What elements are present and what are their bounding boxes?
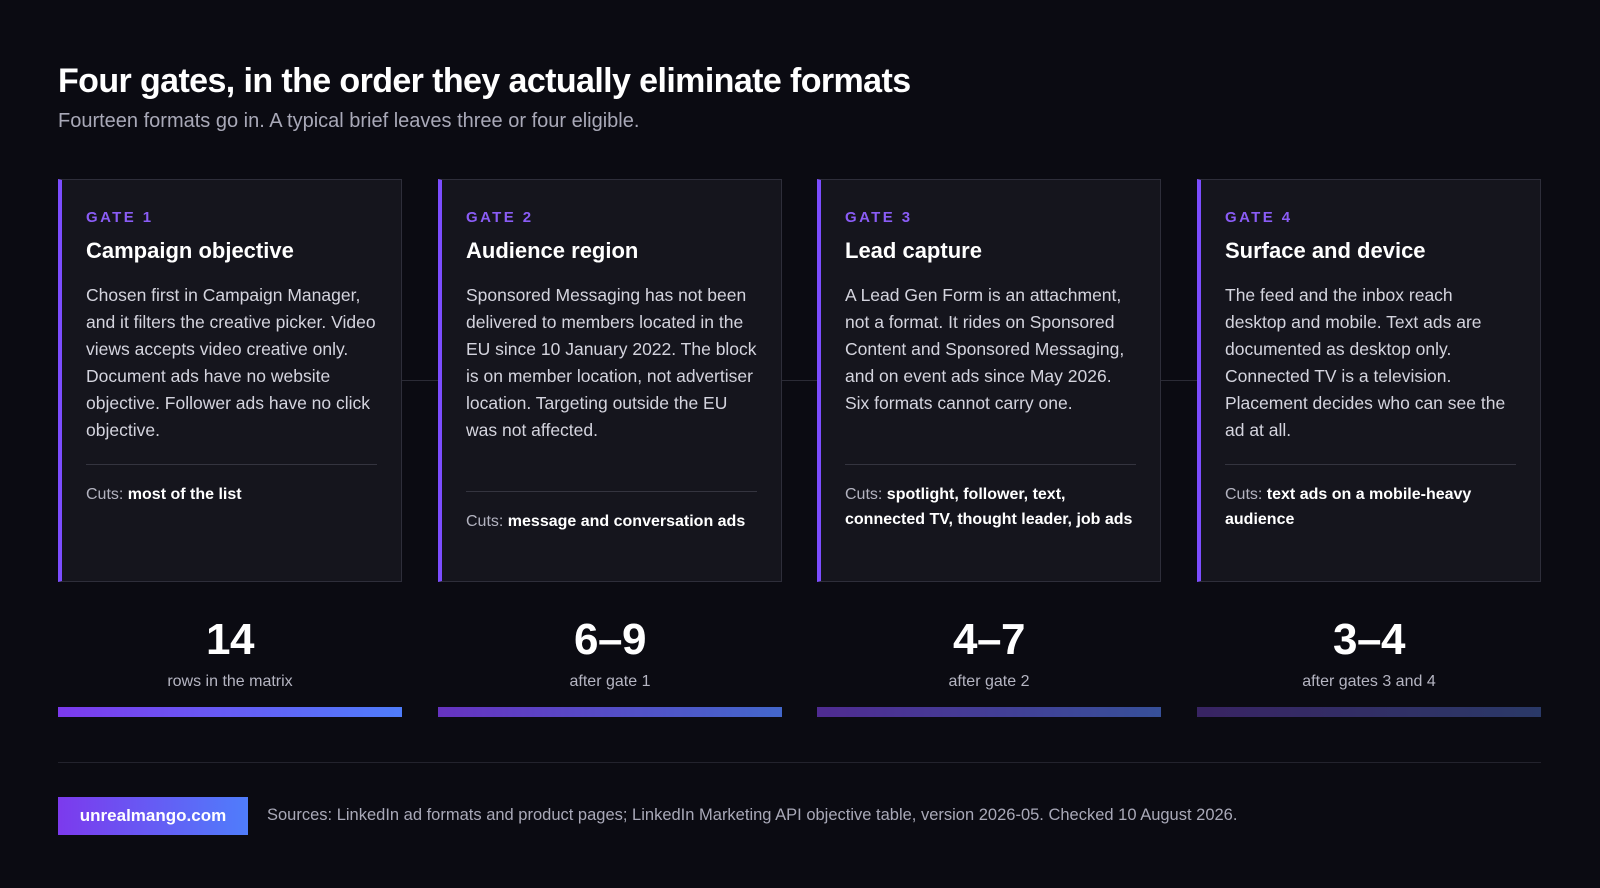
gate-title: Lead capture	[845, 238, 982, 263]
sources-note: Sources: LinkedIn ad formats and product…	[267, 806, 1238, 824]
gate-title: Campaign objective	[86, 238, 294, 263]
page-title: Four gates, in the order they actually e…	[58, 62, 911, 100]
gate-card-1: GATE 1 Campaign objective Chosen first i…	[58, 179, 402, 582]
stat-value: 14	[206, 615, 254, 664]
cuts-value: most of the list	[127, 486, 242, 503]
stat-bar	[58, 707, 402, 717]
gate-cuts: Cuts: most of the list	[86, 482, 377, 507]
stat-bar	[817, 707, 1161, 717]
gate-description: Chosen first in Campaign Manager, and it…	[86, 285, 376, 440]
gate-description: A Lead Gen Form is an attachment, not a …	[845, 285, 1125, 413]
cuts-prefix: Cuts:	[1225, 486, 1263, 503]
stat-value: 6–9	[574, 615, 646, 664]
infographic: Four gates, in the order they actually e…	[58, 0, 1541, 888]
gate-card-2: GATE 2 Audience region Sponsored Messagi…	[438, 179, 782, 582]
stat-bar-fill	[438, 707, 782, 717]
stat-bar-fill	[817, 707, 1161, 717]
gate-label: GATE 1	[86, 209, 154, 226]
cuts-prefix: Cuts:	[466, 513, 504, 530]
gate-cuts: Cuts: spotlight, follower, text, connect…	[845, 482, 1136, 532]
gate-cuts: Cuts: text ads on a mobile-heavy audienc…	[1225, 482, 1516, 532]
cuts-value: message and conversation ads	[507, 513, 746, 530]
brand-badge[interactable]: unrealmango.com	[58, 797, 248, 835]
stat-caption: after gate 2	[948, 673, 1030, 690]
gate-divider	[845, 464, 1136, 465]
stat-value: 3–4	[1333, 615, 1405, 664]
gate-description: The feed and the inbox reach desktop and…	[1225, 285, 1506, 440]
gate-divider	[86, 464, 377, 465]
gate-title: Surface and device	[1225, 238, 1426, 263]
cuts-prefix: Cuts:	[845, 486, 883, 503]
stat-3: 4–7 after gate 2	[817, 615, 1161, 725]
gate-cuts: Cuts: message and conversation ads	[466, 509, 757, 534]
stat-bar	[1197, 707, 1541, 717]
gate-card-4: GATE 4 Surface and device The feed and t…	[1197, 179, 1541, 582]
gate-divider	[466, 491, 757, 492]
stat-2: 6–9 after gate 1	[438, 615, 782, 725]
funnel-stats: 14 rows in the matrix 6–9 after gate 1 4…	[58, 615, 1541, 725]
stat-bar	[438, 707, 782, 717]
cuts-value: text ads on a mobile-heavy audience	[1225, 486, 1472, 528]
stat-bar-fill	[58, 707, 402, 717]
gate-divider	[1225, 464, 1516, 465]
stat-4: 3–4 after gates 3 and 4	[1197, 615, 1541, 725]
stat-1: 14 rows in the matrix	[58, 615, 402, 725]
gate-label: GATE 3	[845, 209, 913, 226]
gate-label: GATE 4	[1225, 209, 1293, 226]
stat-caption: after gate 1	[569, 673, 651, 690]
page-subtitle: Fourteen formats go in. A typical brief …	[58, 110, 640, 132]
cuts-value: spotlight, follower, text, connected TV,…	[845, 486, 1133, 528]
stat-value: 4–7	[953, 615, 1025, 664]
footer-divider	[58, 762, 1541, 763]
gate-connector-line	[58, 380, 1541, 381]
gate-title: Audience region	[466, 238, 639, 263]
gate-label: GATE 2	[466, 209, 534, 226]
stat-caption: after gates 3 and 4	[1302, 673, 1436, 690]
stat-caption: rows in the matrix	[167, 673, 293, 690]
gate-card-3: GATE 3 Lead capture A Lead Gen Form is a…	[817, 179, 1161, 582]
gate-description: Sponsored Messaging has not been deliver…	[466, 285, 757, 440]
cuts-prefix: Cuts:	[86, 486, 124, 503]
gates-row: GATE 1 Campaign objective Chosen first i…	[58, 179, 1541, 582]
stat-bar-fill	[1197, 707, 1541, 717]
